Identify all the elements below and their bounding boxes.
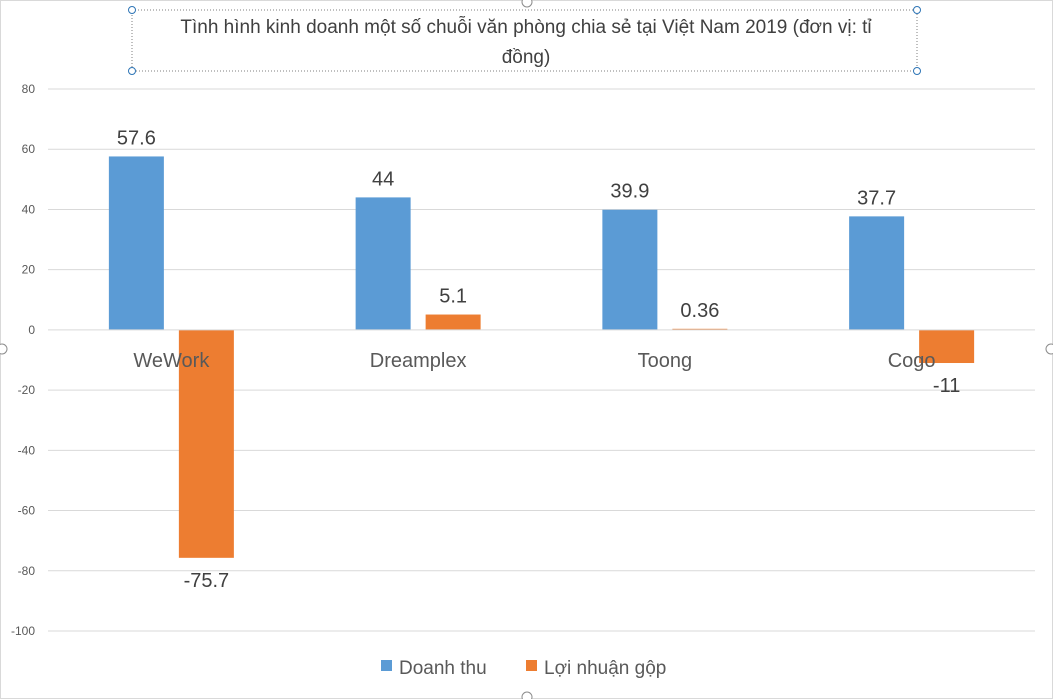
- resize-handle-right[interactable]: [1045, 343, 1053, 355]
- resize-handle-left[interactable]: [0, 343, 8, 355]
- data-label: 0.36: [680, 300, 719, 322]
- bar-dreamplex-series-1[interactable]: [355, 197, 411, 330]
- legend: Doanh thu Lợi nhuận gộp: [381, 658, 666, 679]
- category-label: Toong: [638, 350, 693, 372]
- data-label: -11: [933, 375, 960, 397]
- resize-handle-bottom[interactable]: [521, 691, 533, 699]
- title-handle-tr[interactable]: [913, 6, 921, 14]
- y-tick-label: 40: [22, 202, 36, 216]
- y-tick-label: 0: [28, 323, 35, 337]
- title-handle-bl[interactable]: [128, 67, 136, 75]
- data-label: 37.7: [857, 187, 896, 209]
- legend-item-loi-nhuan-gop[interactable]: Lợi nhuận gộp: [526, 658, 666, 679]
- y-tick-label: -20: [18, 383, 36, 397]
- bar-cogo-series-1[interactable]: [849, 216, 905, 330]
- x-axis-categories: WeWork Dreamplex Toong Cogo: [133, 350, 935, 372]
- y-tick-label: -80: [18, 564, 36, 578]
- data-label: 44: [372, 168, 394, 190]
- category-label: Cogo: [888, 350, 936, 372]
- data-label: -75.7: [184, 570, 230, 592]
- y-tick-label: -40: [18, 443, 36, 457]
- y-tick-label: -60: [18, 504, 36, 518]
- legend-label-loi-nhuan-gop: Lợi nhuận gộp: [544, 658, 666, 679]
- bar-wework-series-1[interactable]: [108, 156, 164, 330]
- y-tick-label: 20: [22, 263, 36, 277]
- y-axis: 80 60 40 20 0 -20 -40 -60 -80 -100: [11, 82, 35, 638]
- category-label: WeWork: [133, 350, 210, 372]
- legend-item-doanh-thu[interactable]: Doanh thu: [381, 658, 487, 679]
- bars: [108, 156, 975, 558]
- bar-toong-series-2[interactable]: [672, 328, 728, 330]
- legend-swatch-doanh-thu: [381, 660, 392, 671]
- y-tick-label: -100: [11, 624, 35, 638]
- data-label: 39.9: [610, 181, 649, 203]
- chart-title-line-2: đồng): [502, 47, 551, 68]
- bar-wework-series-2[interactable]: [178, 329, 234, 558]
- data-label: 5.1: [439, 286, 467, 308]
- bar-dreamplex-series-2[interactable]: [425, 314, 481, 330]
- bar-toong-series-1[interactable]: [602, 209, 658, 330]
- title-handle-tl[interactable]: [128, 6, 136, 14]
- title-handle-br[interactable]: [913, 67, 921, 75]
- data-label: 57.6: [117, 127, 156, 149]
- y-tick-label: 60: [22, 142, 36, 156]
- legend-label-doanh-thu: Doanh thu: [399, 658, 487, 679]
- y-tick-label: 80: [22, 82, 36, 96]
- data-labels: 57.6 -75.7 44 5.1 39.9 0.36 37.7 -11: [117, 127, 960, 591]
- chart-title-line-1: Tình hình kinh doanh một số chuỗi văn ph…: [180, 16, 872, 38]
- category-label: Dreamplex: [370, 350, 467, 372]
- legend-swatch-loi-nhuan-gop: [526, 660, 537, 671]
- resize-handle-top[interactable]: [521, 0, 533, 8]
- bar-cogo-series-2[interactable]: [919, 329, 975, 364]
- chart-title[interactable]: Tình hình kinh doanh một số chuỗi văn ph…: [128, 6, 921, 75]
